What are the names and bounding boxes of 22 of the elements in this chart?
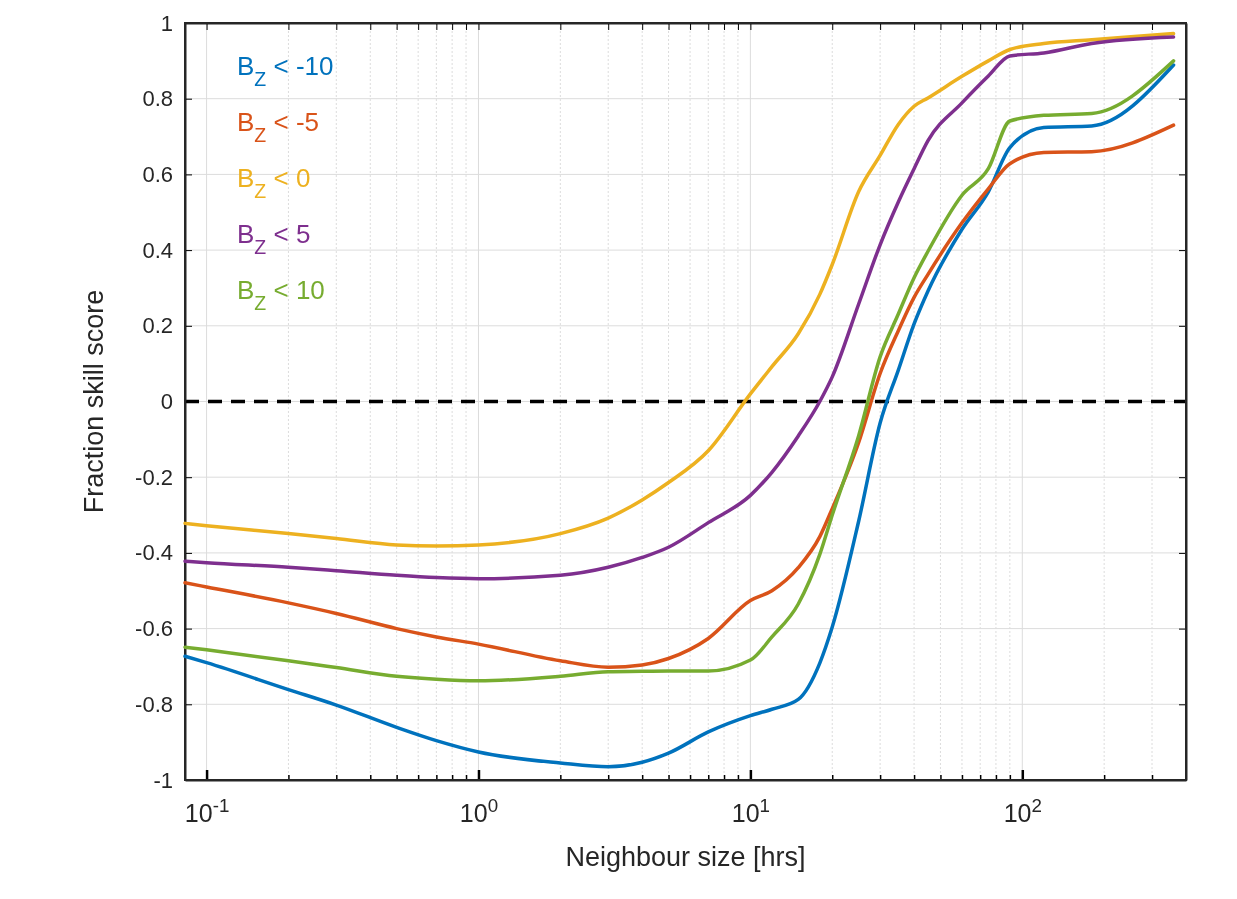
y-tick-label: -0.4 <box>135 540 173 566</box>
text: B$_{Z}$ < -10 <box>237 51 334 90</box>
x-axis-title: Neighbour size [hrs] <box>565 842 806 872</box>
x-tick-label: 10$^{0}$ <box>459 794 499 827</box>
y-tick-label: 1 <box>160 10 173 36</box>
y-tick-label: 0.8 <box>142 86 173 112</box>
x-tick-label: 10$^{-1}$ <box>184 794 230 827</box>
y-tick-label: -0.2 <box>135 464 173 490</box>
text: B$_{Z}$ < 5 <box>237 219 311 258</box>
text: B$_{Z}$ < 10 <box>237 275 325 314</box>
text: B$_{Z}$ < 0 <box>237 163 311 202</box>
y-axis-title: Fraction skill score <box>79 289 109 514</box>
y-tick-label: 0.4 <box>142 237 173 263</box>
text: B$_{Z}$ < -5 <box>237 107 320 146</box>
y-tick-label: -0.8 <box>135 691 173 717</box>
y-tick-label: -0.6 <box>135 616 173 642</box>
x-tick-label: 10$^{2}$ <box>1003 794 1042 827</box>
y-tick-label: -1 <box>153 767 173 793</box>
x-tick-label: 10$^{1}$ <box>731 794 771 827</box>
y-tick-label: 0.6 <box>142 161 173 187</box>
y-tick-label: 0 <box>160 389 173 415</box>
y-tick-label: 0.2 <box>142 313 173 339</box>
